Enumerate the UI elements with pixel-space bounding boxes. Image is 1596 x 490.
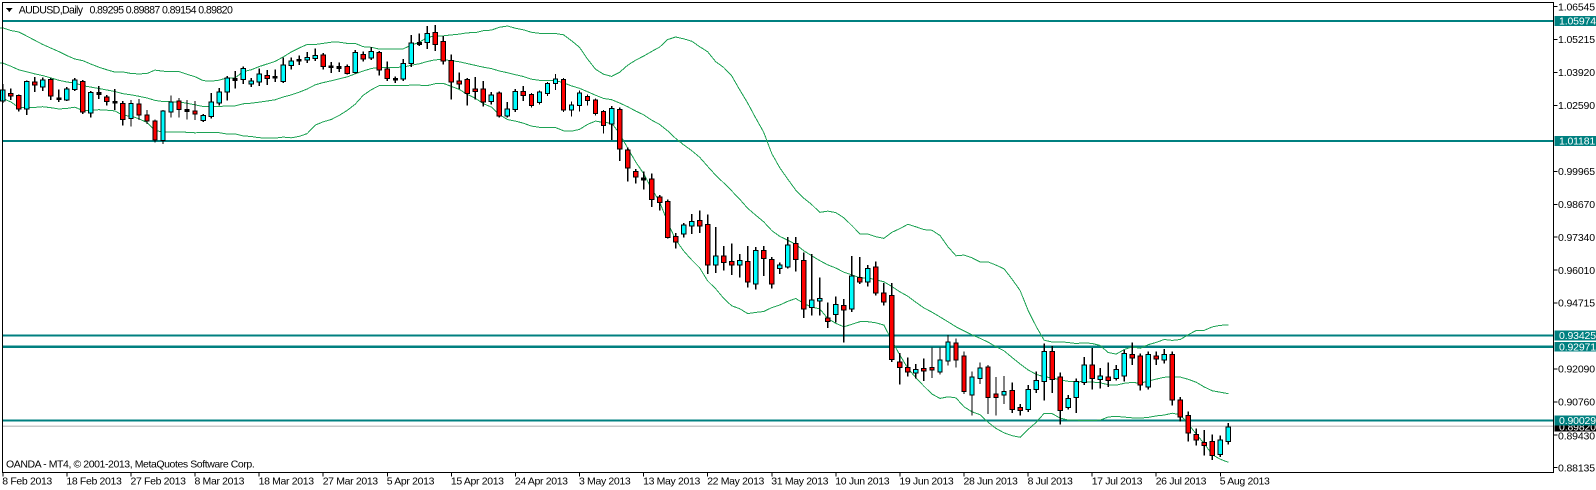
- svg-text:8 Feb 2013: 8 Feb 2013: [2, 476, 52, 488]
- svg-text:0.92971: 0.92971: [1559, 341, 1596, 353]
- svg-text:18 Mar 2013: 18 Mar 2013: [259, 476, 315, 488]
- svg-text:22 May 2013: 22 May 2013: [707, 476, 764, 488]
- svg-text:3 May 2013: 3 May 2013: [579, 476, 631, 488]
- svg-text:19 Jun 2013: 19 Jun 2013: [899, 476, 953, 488]
- svg-text:27 Feb 2013: 27 Feb 2013: [131, 476, 187, 488]
- svg-text:0.96010: 0.96010: [1558, 265, 1595, 277]
- svg-text:10 Jun 2013: 10 Jun 2013: [835, 476, 889, 488]
- svg-text:0.94715: 0.94715: [1558, 298, 1595, 310]
- svg-text:1.01181: 1.01181: [1559, 136, 1595, 148]
- svg-text:0.88135: 0.88135: [1558, 462, 1595, 474]
- svg-text:1.03920: 1.03920: [1558, 67, 1595, 79]
- svg-text:26 Jul 2013: 26 Jul 2013: [1156, 476, 1207, 488]
- svg-text:27 Mar 2013: 27 Mar 2013: [323, 476, 379, 488]
- svg-text:1.02590: 1.02590: [1558, 100, 1595, 112]
- svg-text:0.90029: 0.90029: [1559, 415, 1596, 427]
- svg-text:0.98670: 0.98670: [1558, 199, 1595, 211]
- svg-text:31 May 2013: 31 May 2013: [771, 476, 828, 488]
- svg-text:0.93425: 0.93425: [1559, 330, 1596, 342]
- svg-text:0.92090: 0.92090: [1558, 364, 1595, 376]
- svg-text:0.97340: 0.97340: [1558, 232, 1595, 244]
- svg-text:OANDA - MT4, © 2001-2013, Meta: OANDA - MT4, © 2001-2013, MetaQuotes Sof…: [6, 459, 254, 471]
- svg-text:8 Mar 2013: 8 Mar 2013: [195, 476, 245, 488]
- svg-text:17 Jul 2013: 17 Jul 2013: [1092, 476, 1143, 488]
- svg-text:5 Apr 2013: 5 Apr 2013: [387, 476, 435, 488]
- svg-text:15 Apr 2013: 15 Apr 2013: [451, 476, 504, 488]
- svg-text:5 Aug 2013: 5 Aug 2013: [1220, 476, 1270, 488]
- svg-text:1.06545: 1.06545: [1558, 1, 1595, 13]
- svg-text:AUDUSD,Daily 0.89295 0.89887: AUDUSD,Daily 0.89295 0.89887 0.89154 0.8…: [19, 4, 233, 16]
- svg-text:0.89430: 0.89430: [1558, 431, 1595, 443]
- svg-text:1.05974: 1.05974: [1559, 16, 1596, 28]
- svg-text:24 Apr 2013: 24 Apr 2013: [515, 476, 568, 488]
- svg-text:0.99965: 0.99965: [1558, 166, 1595, 178]
- svg-text:28 Jun 2013: 28 Jun 2013: [964, 476, 1018, 488]
- svg-text:18 Feb 2013: 18 Feb 2013: [66, 476, 122, 488]
- svg-text:0.90760: 0.90760: [1558, 397, 1595, 409]
- svg-text:13 May 2013: 13 May 2013: [643, 476, 700, 488]
- svg-text:8 Jul 2013: 8 Jul 2013: [1028, 476, 1073, 488]
- svg-text:1.05215: 1.05215: [1558, 34, 1595, 46]
